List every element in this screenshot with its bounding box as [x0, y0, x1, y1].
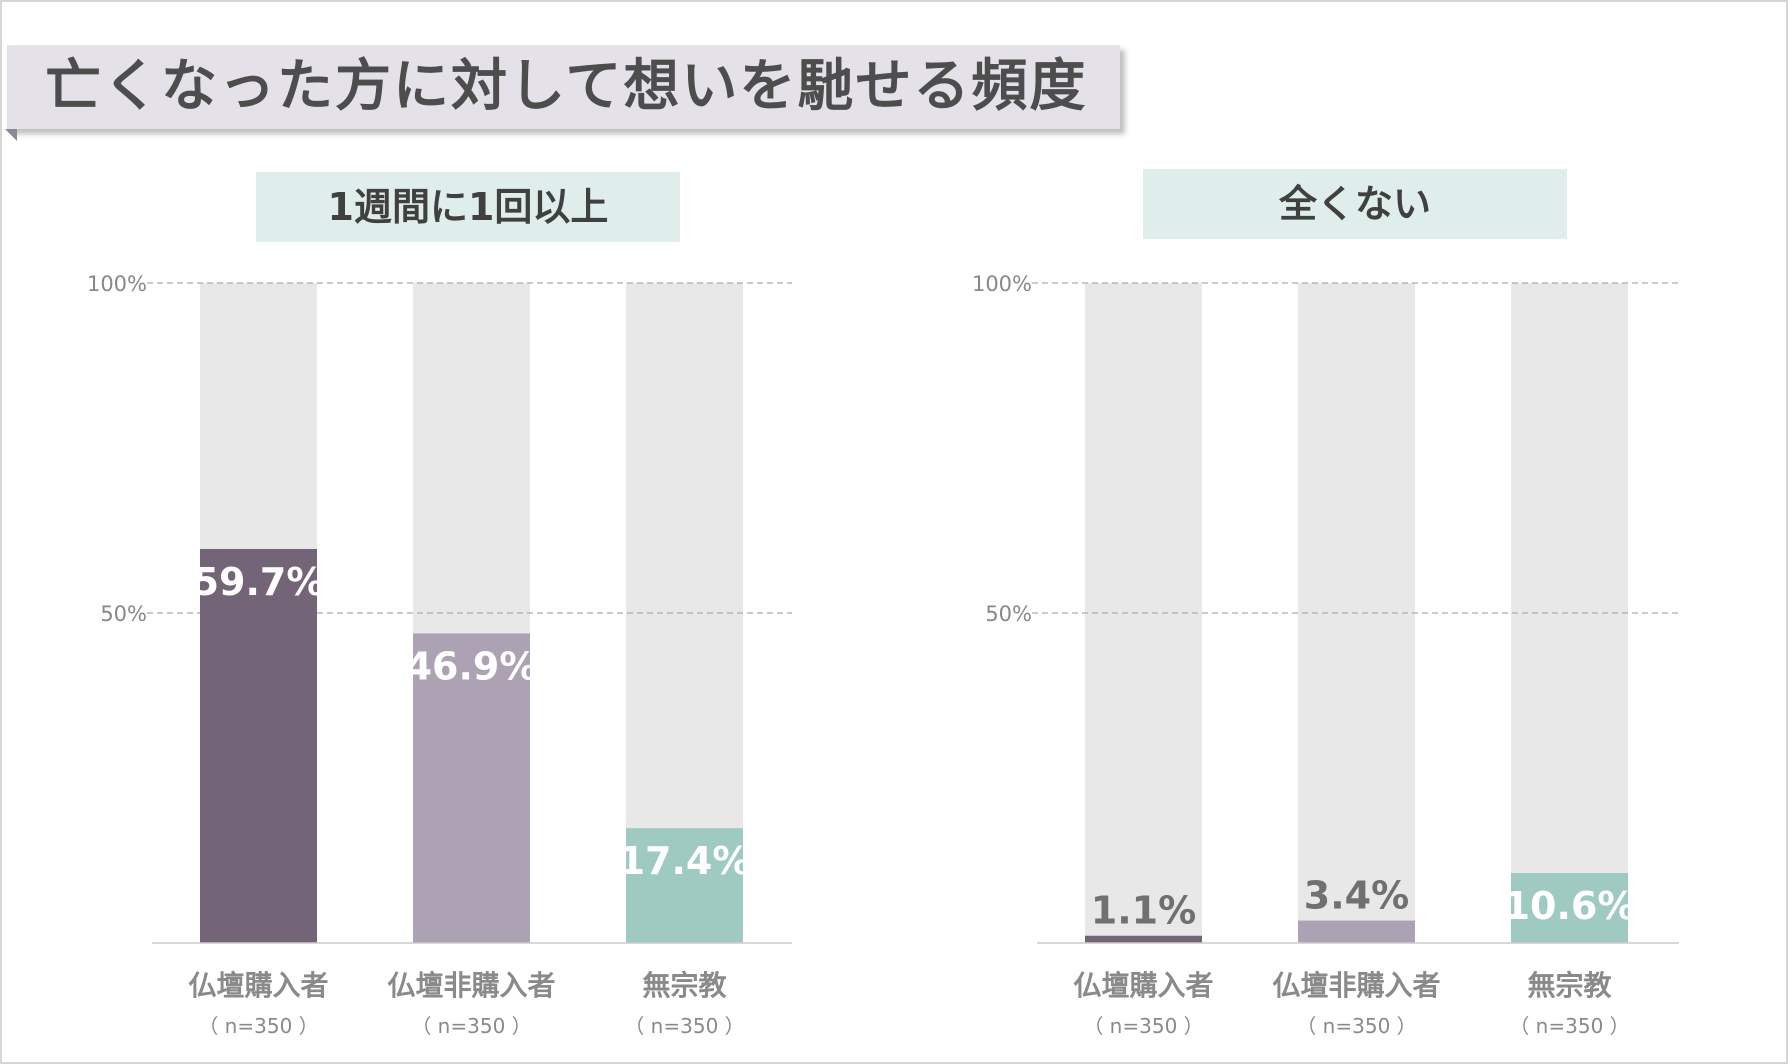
left-bar-no-religion: [626, 828, 743, 943]
right-bar-no-religion: [1511, 873, 1628, 943]
left-category-label-buyers: 仏壇購入者: [188, 969, 328, 1002]
right-tick-label-50: 50%: [985, 602, 1032, 626]
left-category-label-non-buyers: 仏壇非購入者: [387, 969, 555, 1002]
title-banner: 亡くなった方に対して想いを馳せる頻度: [7, 45, 1120, 129]
left-tick-label-50: 50%: [100, 602, 147, 626]
left-sample-label-buyers: （ n=350 ）: [198, 1014, 318, 1038]
right-sample-label-buyers: （ n=350 ）: [1083, 1014, 1203, 1038]
left-tick-label-100: 100%: [87, 272, 147, 296]
right-tick-label-100: 100%: [972, 272, 1032, 296]
title-banner-fold: [5, 129, 17, 141]
right-value-label-non-buyers: 3.4%: [1304, 874, 1409, 918]
right-bar-non-buyers: [1298, 920, 1415, 943]
left-category-label-no-religion: 無宗教: [642, 969, 726, 1002]
right-category-label-no-religion: 無宗教: [1527, 969, 1611, 1002]
page-title: 亡くなった方に対して想いを馳せる頻度: [45, 54, 1088, 119]
right-track-no-religion: [1511, 283, 1628, 943]
left-value-label-non-buyers: 46.9%: [406, 644, 538, 688]
right-value-label-buyers: 1.1%: [1091, 889, 1196, 933]
right-bar-buyers: [1085, 935, 1202, 943]
left-sample-label-no-religion: （ n=350 ）: [624, 1014, 744, 1038]
right-category-label-buyers: 仏壇購入者: [1073, 969, 1213, 1002]
right-sample-label-no-religion: （ n=350 ）: [1509, 1014, 1629, 1038]
chart-left-title: 1週間に1回以上: [256, 172, 680, 242]
right-sample-label-non-buyers: （ n=350 ）: [1296, 1014, 1416, 1038]
chart-right-title: 全くない: [1143, 169, 1567, 239]
left-bar-buyers: [200, 548, 317, 943]
left-sample-label-non-buyers: （ n=350 ）: [411, 1014, 531, 1038]
left-bar-non-buyers: [413, 633, 530, 943]
right-value-label-no-religion: 10.6%: [1504, 884, 1636, 928]
right-category-label-non-buyers: 仏壇非購入者: [1272, 969, 1440, 1002]
left-value-label-buyers: 59.7%: [193, 560, 325, 604]
left-value-label-no-religion: 17.4%: [619, 839, 751, 883]
